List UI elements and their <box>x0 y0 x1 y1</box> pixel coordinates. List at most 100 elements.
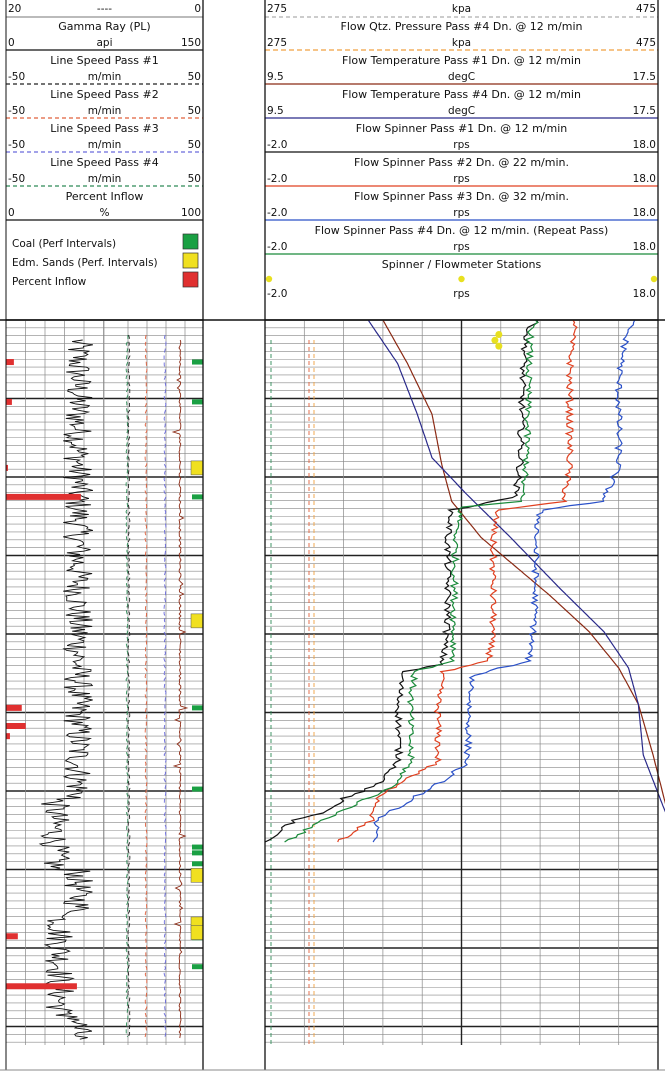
right-max-1: 475 <box>636 37 656 49</box>
right-title-7: Flow Spinner Pass #4 Dn. @ 12 m/min. (Re… <box>315 224 609 237</box>
right-min-1: 275 <box>267 37 287 49</box>
left-units-0: ---- <box>97 3 112 15</box>
inflow-bar-0 <box>6 359 14 366</box>
right-units-0: kpa <box>452 3 471 15</box>
right-units-stations: rps <box>453 288 469 300</box>
left-units-3: m/min <box>88 105 122 117</box>
left-units-4: m/min <box>88 139 122 151</box>
legend-label-2: Percent Inflow <box>12 276 87 288</box>
series-line-1 <box>367 319 665 813</box>
left-units-5: m/min <box>88 173 122 185</box>
station-point-1 <box>491 336 499 344</box>
line-speed-curve-2 <box>127 334 131 1038</box>
station-marker-dot-0 <box>265 275 273 283</box>
right-min-4: -2.0 <box>267 139 288 151</box>
right-min-6: -2.0 <box>267 207 288 219</box>
sand-interval-4 <box>190 925 204 940</box>
left-min-0: 20 <box>8 3 21 15</box>
left-title-6: Percent Inflow <box>66 190 144 203</box>
sand-interval-2 <box>190 868 204 883</box>
station-point-0 <box>495 331 503 338</box>
left-units-6: % <box>100 207 110 219</box>
left-track-header: 20 ---- 0 Gamma Ray (PL) 0 api 150 Line Speed P… <box>6 3 203 288</box>
right-units-3: degC <box>448 105 475 117</box>
coal-interval-3 <box>192 705 203 711</box>
series-line-5 <box>284 319 539 843</box>
coal-interval-9 <box>192 964 203 970</box>
left-title-3: Line Speed Pass #2 <box>50 88 158 101</box>
left-max-6: 100 <box>181 207 201 219</box>
right-units-2: degC <box>448 71 475 83</box>
left-max-0: 0 <box>194 3 201 15</box>
right-title-2: Flow Temperature Pass #1 Dn. @ 12 m/min <box>342 54 581 67</box>
right-min-7: -2.0 <box>267 241 288 253</box>
left-min-6: 0 <box>8 207 15 219</box>
left-min-4: -50 <box>8 139 25 151</box>
right-max-0: 475 <box>636 3 656 15</box>
right-title-5: Flow Spinner Pass #2 Dn. @ 22 m/min. <box>354 156 569 169</box>
right-min-2: 9.5 <box>267 71 284 83</box>
right-max-5: 18.0 <box>633 173 656 185</box>
legend-swatch-0 <box>182 233 199 250</box>
left-max-4: 50 <box>188 139 201 151</box>
right-track-header: 275 kpa 475 Flow Qtz. Pressure Pass #4 Dn. … <box>265 3 658 300</box>
coal-interval-0 <box>192 359 203 365</box>
right-max-4: 18.0 <box>633 139 656 151</box>
inflow-bar-2 <box>6 464 8 471</box>
series-line-0 <box>382 319 665 805</box>
series-line-4 <box>372 319 636 843</box>
coal-interval-4 <box>192 786 203 792</box>
station-marker-dot-2 <box>650 275 658 283</box>
coal-interval-1 <box>192 399 203 405</box>
line-speed-curve-3 <box>144 334 148 1038</box>
flow-curve-left <box>171 339 189 1039</box>
right-max-6: 18.0 <box>633 207 656 219</box>
sand-interval-1 <box>190 613 204 629</box>
right-min-3: 9.5 <box>267 105 284 117</box>
series-line-3 <box>337 319 578 843</box>
right-title-stations: Spinner / Flowmeter Stations <box>382 258 542 271</box>
right-min-stations: -2.0 <box>267 288 288 300</box>
station-marker-dot-1 <box>458 275 465 283</box>
left-min-2: -50 <box>8 71 25 83</box>
coal-interval-7 <box>192 861 203 867</box>
right-title-3: Flow Temperature Pass #4 Dn. @ 12 m/min <box>342 88 581 101</box>
inflow-bar-3 <box>6 493 81 500</box>
left-title-1: Gamma Ray (PL) <box>58 20 150 33</box>
right-min-5: -2.0 <box>267 173 288 185</box>
inflow-bar-4 <box>6 704 22 711</box>
inflow-bar-6 <box>6 733 10 740</box>
inflow-bar-5 <box>6 723 26 729</box>
left-units-1: api <box>96 37 112 49</box>
legend-label-1: Edm. Sands (Perf. Intervals) <box>12 257 158 269</box>
inflow-bar-1 <box>6 398 12 405</box>
sand-interval-0 <box>190 460 204 476</box>
coal-interval-2 <box>192 494 203 500</box>
right-track-grid <box>264 319 659 1045</box>
coal-interval-5 <box>192 844 203 850</box>
right-title-4: Flow Spinner Pass #1 Dn. @ 12 m/min <box>356 122 568 135</box>
left-min-5: -50 <box>8 173 25 185</box>
left-max-5: 50 <box>188 173 201 185</box>
legend-label-0: Coal (Perf Intervals) <box>12 238 116 250</box>
right-min-0: 275 <box>267 3 287 15</box>
left-min-3: -50 <box>8 105 25 117</box>
coal-interval-6 <box>192 850 203 856</box>
right-title-1: Flow Qtz. Pressure Pass #4 Dn. @ 12 m/mi… <box>341 20 583 33</box>
right-max-3: 17.5 <box>633 105 656 117</box>
left-max-1: 150 <box>181 37 201 49</box>
left-max-2: 50 <box>188 71 201 83</box>
station-point-2 <box>495 342 503 350</box>
right-units-6: rps <box>453 207 469 219</box>
right-max-2: 17.5 <box>633 71 656 83</box>
line-speed-curve-1 <box>125 334 129 1038</box>
right-max-7: 18.0 <box>633 241 656 253</box>
left-track-marks <box>6 334 204 1040</box>
right-units-7: rps <box>453 241 469 253</box>
right-units-1: kpa <box>452 37 471 49</box>
left-title-2: Line Speed Pass #1 <box>50 54 158 67</box>
right-track-marks <box>264 319 665 1045</box>
legend-swatch-1 <box>182 252 199 269</box>
